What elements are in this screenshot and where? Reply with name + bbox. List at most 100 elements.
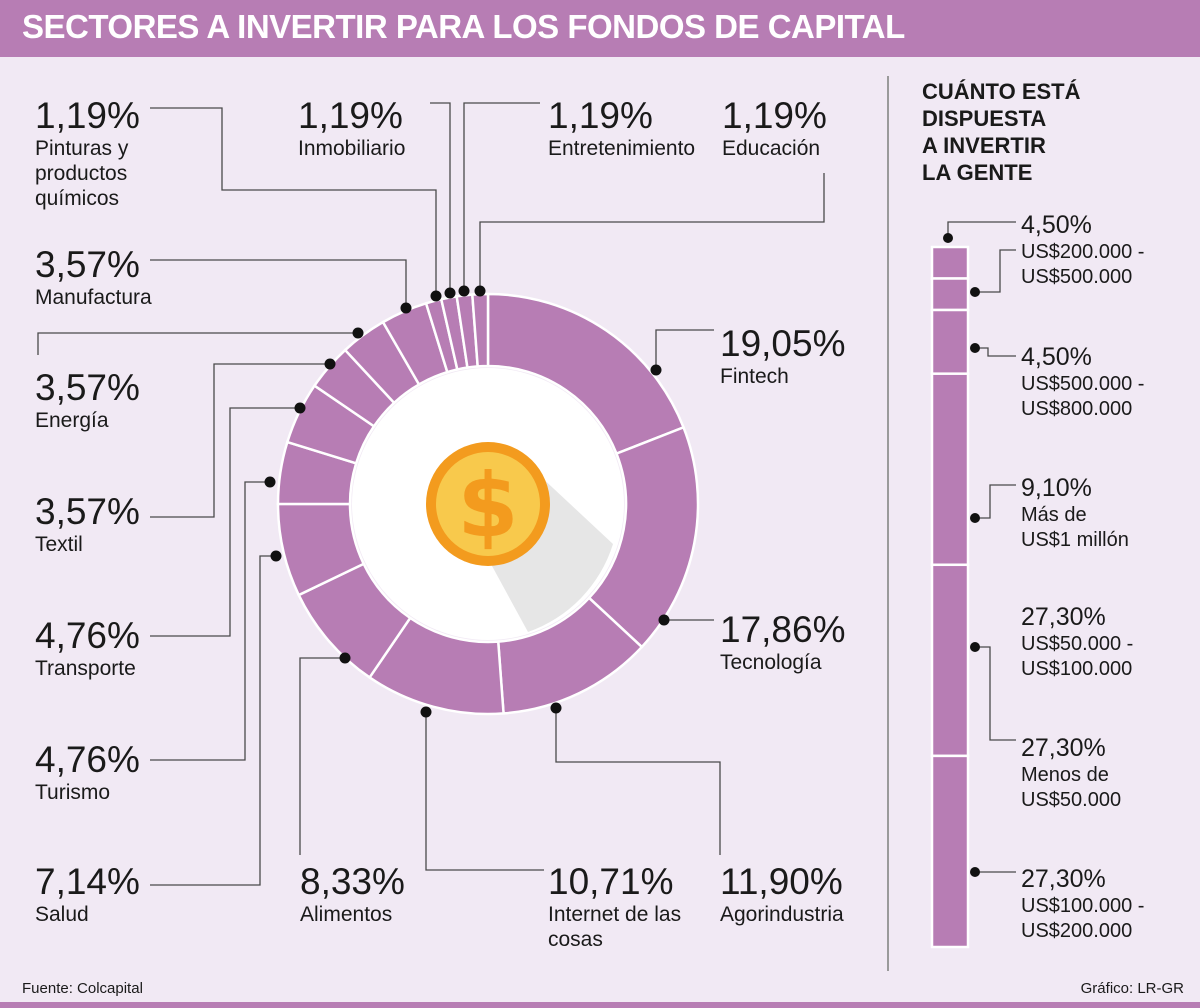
bar-leader-line [975,347,1016,357]
bar-value: 27,30% [1021,603,1106,631]
donut-label-educacion: 1,19% Educación [722,96,827,161]
donut-label-entretenimiento: 1,19% Entretenimiento [548,96,695,161]
donut-category: Entretenimiento [548,137,696,160]
bar-value: 27,30% [1021,734,1106,762]
bar-leader-line [975,646,1016,741]
donut-category: Energía [35,409,109,432]
donut-category: Educación [722,137,821,160]
donut-category: Inmobiliario [298,137,406,160]
donut-label-manufactura: 3,57% Manufactura [35,245,152,310]
bar-label-100k-200k: 27,30% US$100.000 - US$200.000 [1021,864,1144,944]
leader-line [425,712,544,871]
donut-value: 1,19% [548,95,653,136]
bar-category-line: US$200.000 - [1021,241,1145,263]
leader-dot [339,652,351,664]
donut-value: 1,19% [722,95,827,136]
bottom-bar [0,1002,1200,1008]
bar-leader-line [975,249,1016,293]
donut-value: 4,76% [35,615,140,656]
donut-category: Internet de las cosas [548,903,682,951]
donut-value: 10,71% [548,861,674,902]
source-note: Fuente: Colcapital [22,980,143,997]
leader-line [555,708,721,855]
leader-line [655,329,714,370]
leader-dot [444,287,456,299]
page-title: SECTORES A INVERTIR PARA LOS FONDOS DE C… [22,8,905,45]
side-chart-title: CUÁNTO ESTÁ DISPUESTA A INVERTIR LA GENT… [922,78,1122,186]
leader-dot [474,285,486,297]
bar-label-500k-800k: 4,50% US$500.000 - US$800.000 [1021,342,1144,422]
leader-line [150,555,276,886]
donut-label-pinturas: 1,19% Pinturas y productos químicos [35,96,165,211]
leader-dot [650,364,662,376]
leader-dot [658,614,670,626]
bar-segment [930,372,970,567]
leader-dot [294,402,306,414]
leader-dot [400,302,412,314]
bar-category-line: Menos de [1021,764,1109,786]
bar-category-line: Más de [1021,504,1087,526]
bar-category-line: US$200.000 [1021,920,1133,942]
donut-category: Transporte [35,657,136,680]
bar-segment [930,245,970,280]
donut-label-textil: 3,57% Textil [35,492,140,557]
leader-dot [264,476,276,488]
donut-category: Alimentos [300,903,393,926]
donut-category: Agorindustria [720,903,844,926]
bar-value: 27,30% [1021,865,1106,893]
leader-line [479,173,825,291]
donut-value: 7,14% [35,861,140,902]
bar-leader-dot [970,867,980,877]
donut-label-fintech: 19,05% Fintech [720,324,846,389]
leader-dot [458,285,470,297]
leader-dot [352,327,364,339]
donut-label-alimentos: 8,33% Alimentos [300,862,405,927]
bar-label-mas-1m: 9,10% Más de US$1 millón [1021,473,1129,553]
donut-label-turismo: 4,76% Turismo [35,740,140,805]
donut-category: Tecnología [720,651,822,674]
donut-category: Salud [35,903,89,926]
leader-dot [270,550,282,562]
donut-category: Pinturas y productos químicos [35,137,129,210]
donut-category: Textil [35,533,83,556]
donut-value: 8,33% [300,861,405,902]
leader-dot [430,290,442,302]
leader-line [299,657,345,855]
leader-dot [420,706,432,718]
bar-category-line: US$100.000 [1021,658,1133,680]
donut-category: Turismo [35,781,111,804]
bar-segment [930,308,970,375]
donut-category: Manufactura [35,286,152,309]
bar-category-line: US$100.000 - [1021,895,1145,917]
bar-segment [930,277,970,312]
bar-category-line: US$50.000 [1021,789,1122,811]
bar-label-menos-50k: 27,30% Menos de US$50.000 [1021,733,1121,813]
bar-category-line: US$500.000 [1021,266,1133,288]
bar-category-line: US$800.000 [1021,398,1133,420]
donut-label-tecnologia: 17,86% Tecnología [720,610,846,675]
panel-divider [887,76,889,971]
bar-leader-dot [970,513,980,523]
leader-line [463,102,540,291]
donut-value: 1,19% [298,95,403,136]
bar-leader-dot [970,287,980,297]
donut-value: 17,86% [720,609,846,650]
bar-leader-dot [943,233,953,243]
bar-category-line: US$500.000 - [1021,373,1145,395]
donut-value: 11,90% [720,861,843,902]
donut-value: 4,76% [35,739,140,780]
bar-category-line: US$1 millón [1021,529,1129,551]
donut-value: 19,05% [720,323,846,364]
bar-leader-line [947,221,1016,238]
donut-label-transporte: 4,76% Transporte [35,616,140,681]
bar-value: 4,50% [1021,343,1092,371]
header-bar: SECTORES A INVERTIR PARA LOS FONDOS DE C… [0,0,1200,57]
side-title-line: CUÁNTO ESTÁ [922,79,1081,104]
leader-dot [550,702,562,714]
credit-note: Gráfico: LR-GR [1080,980,1184,997]
donut-label-inmobiliario: 1,19% Inmobiliario [298,96,405,161]
donut-label-energia: 3,57% Energía [35,368,140,433]
bar-leader-dot [970,343,980,353]
donut-label-agorindustria: 11,90% Agorindustria [720,862,844,927]
side-title-line: A INVERTIR [922,133,1046,158]
